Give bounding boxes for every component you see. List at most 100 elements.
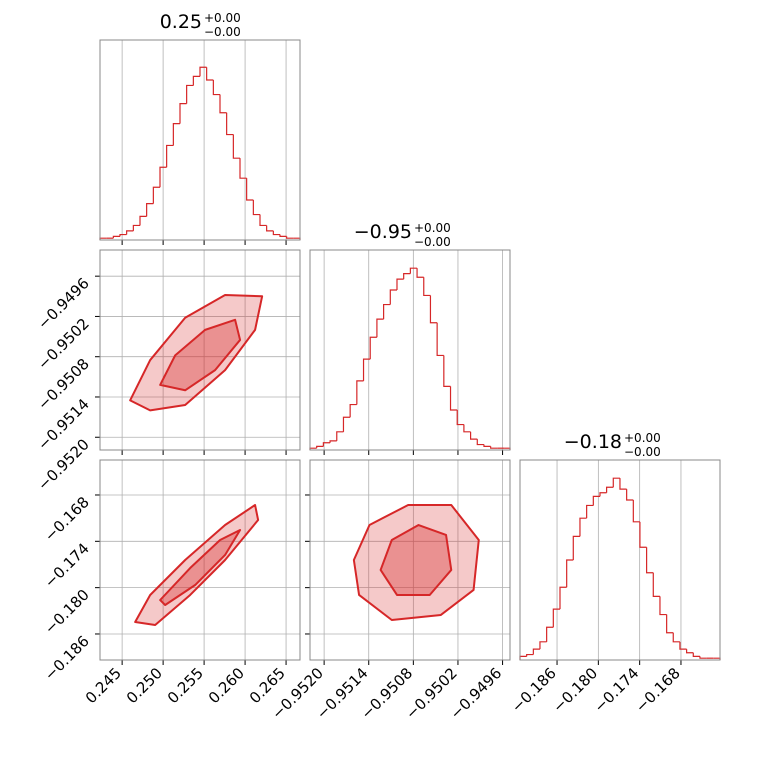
histogram-step xyxy=(456,410,464,426)
histogram-step xyxy=(212,80,220,96)
contour-level xyxy=(159,529,242,607)
histogram-step xyxy=(566,559,574,588)
histogram-step xyxy=(119,233,127,237)
histogram-step xyxy=(329,440,337,443)
title-lower: −0.00 xyxy=(624,445,661,459)
histogram-step xyxy=(356,380,364,405)
histogram-step xyxy=(336,431,344,441)
histogram-step xyxy=(679,641,687,650)
histogram-step xyxy=(443,355,451,387)
contour-level xyxy=(129,293,264,412)
histogram-step xyxy=(619,478,627,490)
histogram-step xyxy=(532,648,540,655)
x-tick-label: 0.255 xyxy=(164,664,207,707)
histogram-step xyxy=(159,166,167,188)
y-tick-label: −0.168 xyxy=(41,493,93,545)
histogram-step xyxy=(172,123,180,146)
panel: −0.9520−0.9514−0.9508−0.9502−0.9496 xyxy=(268,459,511,723)
histogram-step xyxy=(286,236,294,239)
panel-frame xyxy=(309,459,511,661)
histogram-step xyxy=(416,268,424,278)
histogram-step xyxy=(316,445,324,449)
histogram-step xyxy=(266,225,274,232)
contour-level xyxy=(352,504,480,621)
histogram-step xyxy=(666,614,674,634)
histogram-step xyxy=(246,178,254,201)
histogram-step xyxy=(659,596,667,616)
histogram-step xyxy=(546,626,554,642)
histogram-step xyxy=(403,273,411,280)
histogram-step xyxy=(612,477,620,488)
panel-frame xyxy=(99,39,301,241)
histogram-step xyxy=(259,214,267,227)
histogram-step xyxy=(490,446,498,449)
histogram-step xyxy=(449,386,458,411)
x-tick-label: 0.245 xyxy=(82,664,125,707)
histogram-step xyxy=(652,572,660,597)
histogram-step xyxy=(552,608,560,628)
histogram-step xyxy=(112,235,120,239)
panel-title: 0.25 xyxy=(160,11,202,33)
panel-title: −0.18 xyxy=(564,431,622,453)
histogram-step xyxy=(396,278,404,290)
histogram-step xyxy=(476,439,484,446)
histogram-step xyxy=(559,586,567,610)
panel xyxy=(309,249,511,455)
histogram-step xyxy=(252,200,260,216)
histogram-step xyxy=(572,535,580,560)
histogram-step xyxy=(389,289,397,305)
histogram-step xyxy=(436,322,444,357)
histogram-step xyxy=(692,652,700,657)
histogram-step xyxy=(192,75,200,86)
x-tick-label: −0.174 xyxy=(591,664,643,716)
histogram-step xyxy=(322,442,331,447)
y-tick-label: −0.180 xyxy=(41,586,93,638)
histogram-step xyxy=(272,230,280,236)
title-lower: −0.00 xyxy=(414,235,451,249)
histogram-step xyxy=(686,649,694,654)
panel-frame xyxy=(309,249,511,451)
panel-title: −0.95 xyxy=(354,221,412,243)
histogram-step xyxy=(342,416,351,432)
histogram-step xyxy=(639,521,647,548)
histogram-step xyxy=(592,495,600,506)
x-tick-label: 0.260 xyxy=(205,664,248,707)
title-upper: +0.00 xyxy=(414,221,451,235)
y-tick-label: −0.186 xyxy=(41,632,93,684)
histogram-step xyxy=(539,641,547,650)
histogram-step xyxy=(646,547,654,574)
histogram-step xyxy=(463,424,471,433)
histogram-step xyxy=(383,303,391,320)
panel xyxy=(99,39,301,245)
panel-frame xyxy=(99,249,301,451)
histogram-step xyxy=(152,186,160,204)
title-upper: +0.00 xyxy=(624,431,661,445)
histogram-step xyxy=(132,224,140,231)
histogram-step xyxy=(166,144,174,168)
histogram-step xyxy=(186,84,194,104)
histogram-step xyxy=(699,656,707,659)
histogram-step xyxy=(126,230,134,235)
y-tick-label: −0.174 xyxy=(41,539,93,591)
histogram-step xyxy=(672,632,680,643)
histogram-step xyxy=(599,492,607,497)
histogram-step xyxy=(606,486,614,493)
panel: −0.186−0.180−0.174−0.168 xyxy=(508,459,721,716)
panel: 0.2450.2500.2550.2600.265−0.168−0.174−0.… xyxy=(41,459,301,707)
histogram-step xyxy=(279,234,287,237)
x-tick-label: −0.186 xyxy=(508,664,560,716)
histogram-step xyxy=(219,94,227,114)
histogram-step xyxy=(139,215,147,226)
histogram-step xyxy=(483,444,491,447)
title-upper: +0.00 xyxy=(204,11,241,25)
histogram-step xyxy=(579,517,587,537)
contour-level xyxy=(159,318,242,392)
histogram-step xyxy=(469,431,478,440)
histogram-step xyxy=(179,103,187,124)
x-tick-label: −0.168 xyxy=(632,664,684,716)
histogram-step xyxy=(226,112,234,136)
histogram-step xyxy=(239,158,247,179)
histogram-step xyxy=(526,653,534,657)
histogram-step xyxy=(409,267,418,274)
panel-frame xyxy=(99,459,301,661)
